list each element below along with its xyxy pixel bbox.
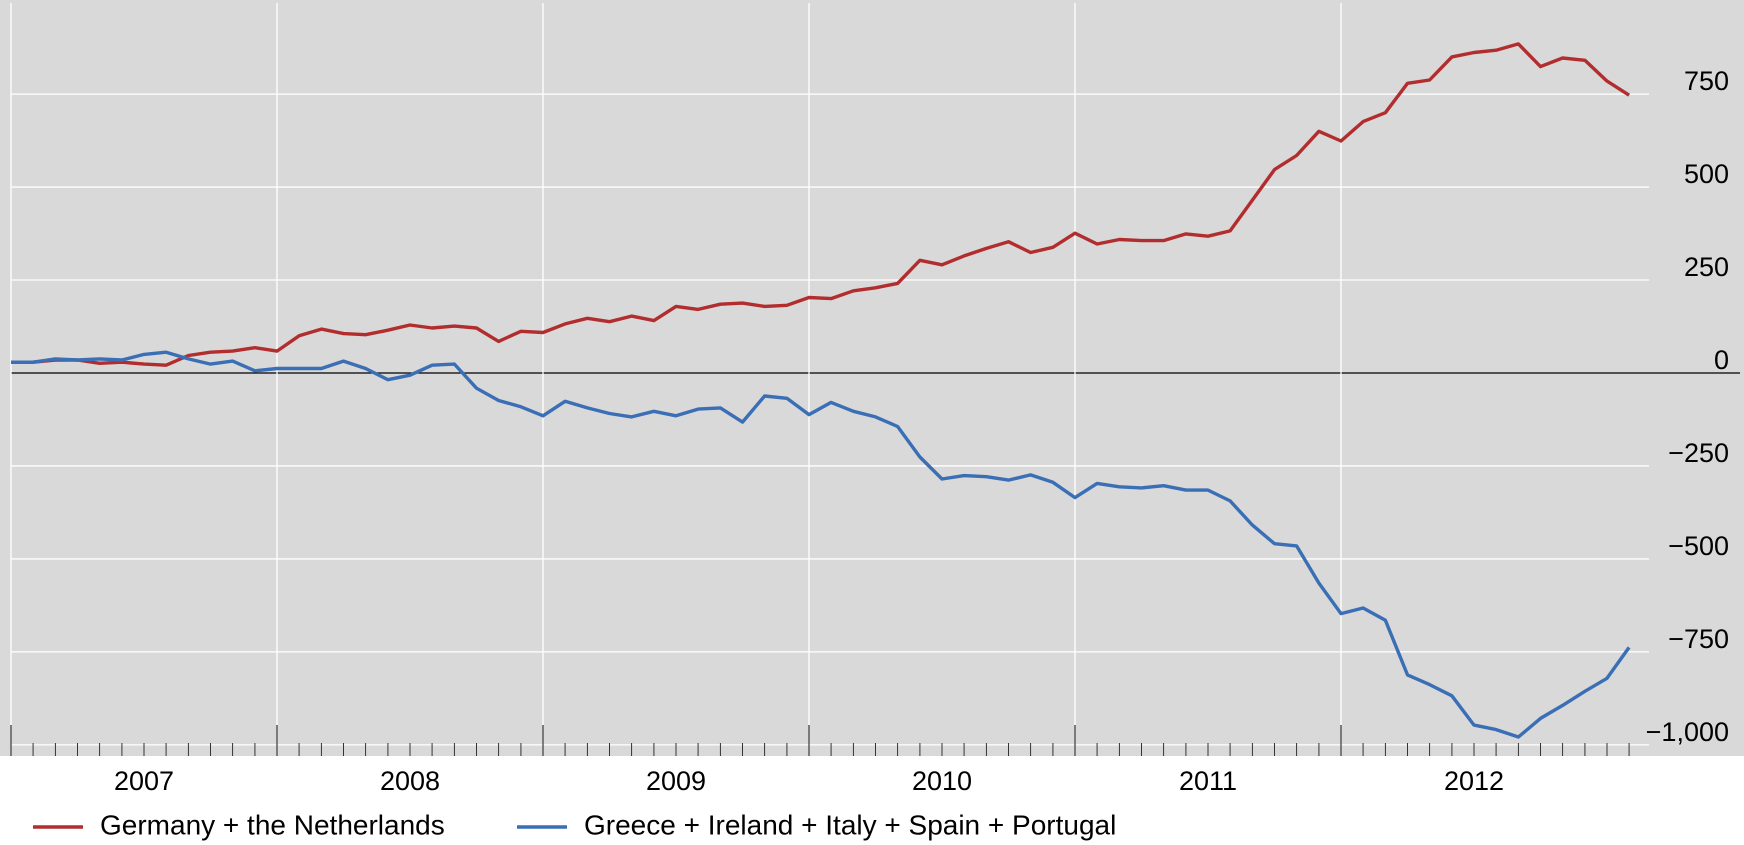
x-tick-label: 2012 — [1444, 766, 1504, 796]
y-tick-label: 500 — [1684, 159, 1729, 189]
y-tick-label: −500 — [1668, 531, 1729, 561]
plot-background — [0, 0, 1744, 756]
series-line — [11, 42, 1631, 367]
legend-label: Germany + the Netherlands — [100, 809, 445, 840]
y-tick-label: −250 — [1668, 438, 1729, 468]
legend-label: Greece + Ireland + Italy + Spain + Portu… — [584, 809, 1116, 840]
x-tick-label: 2009 — [646, 766, 706, 796]
y-tick-label: 0 — [1714, 345, 1729, 375]
x-tick-label: 2011 — [1179, 766, 1237, 796]
y-tick-label: −750 — [1668, 624, 1729, 654]
y-tick-label: 250 — [1684, 252, 1729, 282]
x-tick-label: 2007 — [114, 766, 174, 796]
y-tick-label: −1,000 — [1646, 717, 1729, 747]
y-tick-label: 750 — [1684, 66, 1729, 96]
series-line — [11, 350, 1631, 739]
legend: Germany + the Netherlands Greece + Irelan… — [33, 809, 1116, 840]
x-tick-label: 2010 — [912, 766, 972, 796]
x-tick-label: 2008 — [380, 766, 440, 796]
